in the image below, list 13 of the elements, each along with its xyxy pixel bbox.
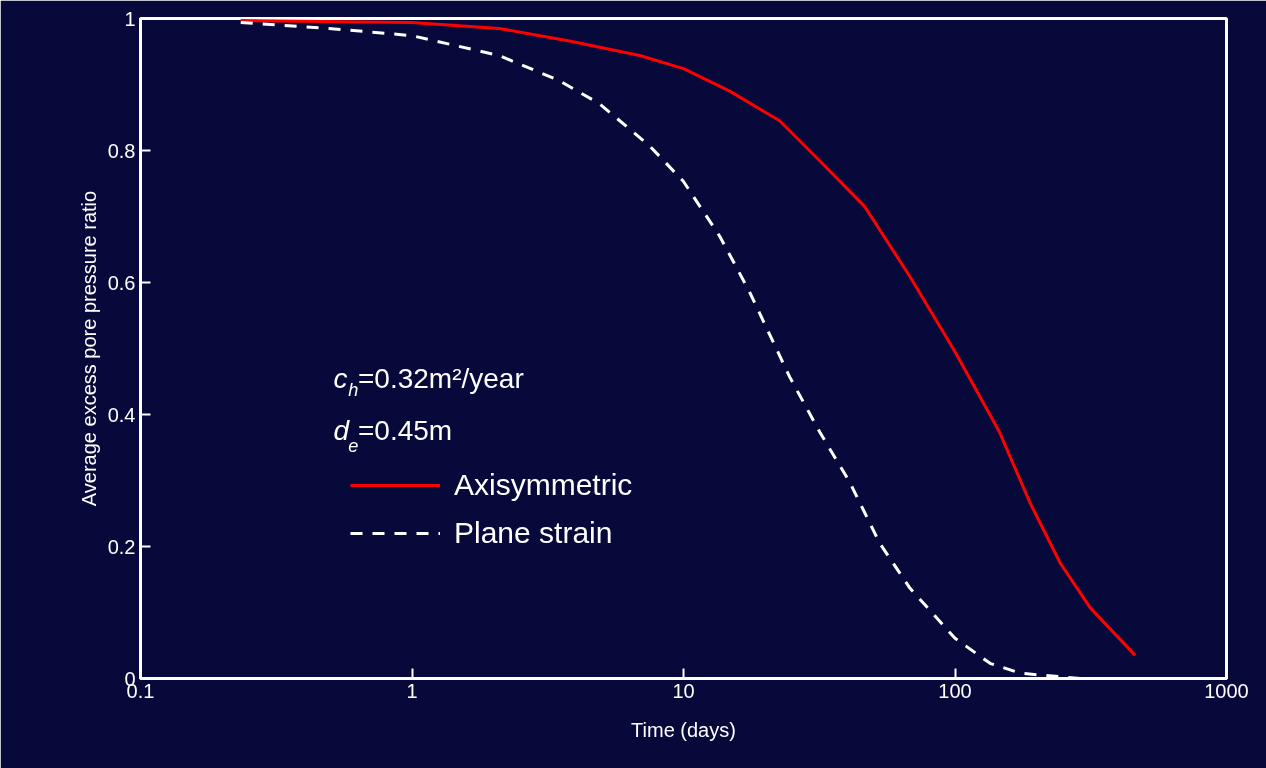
y-tick-label: 1 [124,7,136,30]
x-tick-label: 1 [406,679,418,702]
x-tick-label: 10 [672,679,695,702]
y-tick-label: 0.4 [107,403,136,426]
y-axis-title: Average excess pore pressure ratio [77,190,100,507]
x-axis-title: Time (days) [631,718,736,741]
legend-label: Plane strain [454,516,613,550]
legend-label: Axisymmetric [454,468,633,502]
y-tick-label: 0.2 [107,535,136,558]
x-tick-label: 1000 [1204,679,1249,702]
x-tick-label: 100 [938,679,972,702]
y-tick-label: 0.8 [107,139,136,162]
y-tick-label: 0.6 [107,271,136,294]
